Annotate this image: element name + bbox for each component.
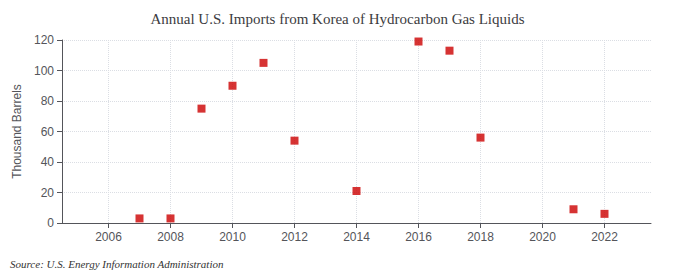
- svg-text:2006: 2006: [95, 230, 122, 244]
- svg-text:0: 0: [47, 216, 54, 230]
- svg-text:40: 40: [41, 155, 55, 169]
- svg-text:2016: 2016: [405, 230, 432, 244]
- svg-text:Source: U.S. Energy Informatio: Source: U.S. Energy Information Administ…: [10, 258, 224, 270]
- svg-text:2012: 2012: [281, 230, 308, 244]
- svg-text:2008: 2008: [157, 230, 184, 244]
- svg-text:80: 80: [41, 94, 55, 108]
- svg-text:2014: 2014: [343, 230, 370, 244]
- svg-text:100: 100: [34, 64, 54, 78]
- svg-text:2022: 2022: [591, 230, 618, 244]
- svg-text:2018: 2018: [467, 230, 494, 244]
- svg-text:60: 60: [41, 125, 55, 139]
- svg-text:2010: 2010: [219, 230, 246, 244]
- svg-text:20: 20: [41, 186, 55, 200]
- svg-text:2020: 2020: [529, 230, 556, 244]
- svg-text:Thousand Barrels: Thousand Barrels: [10, 84, 24, 179]
- svg-text:Annual U.S. Imports from Korea: Annual U.S. Imports from Korea of Hydroc…: [150, 11, 524, 27]
- svg-text:120: 120: [34, 33, 54, 47]
